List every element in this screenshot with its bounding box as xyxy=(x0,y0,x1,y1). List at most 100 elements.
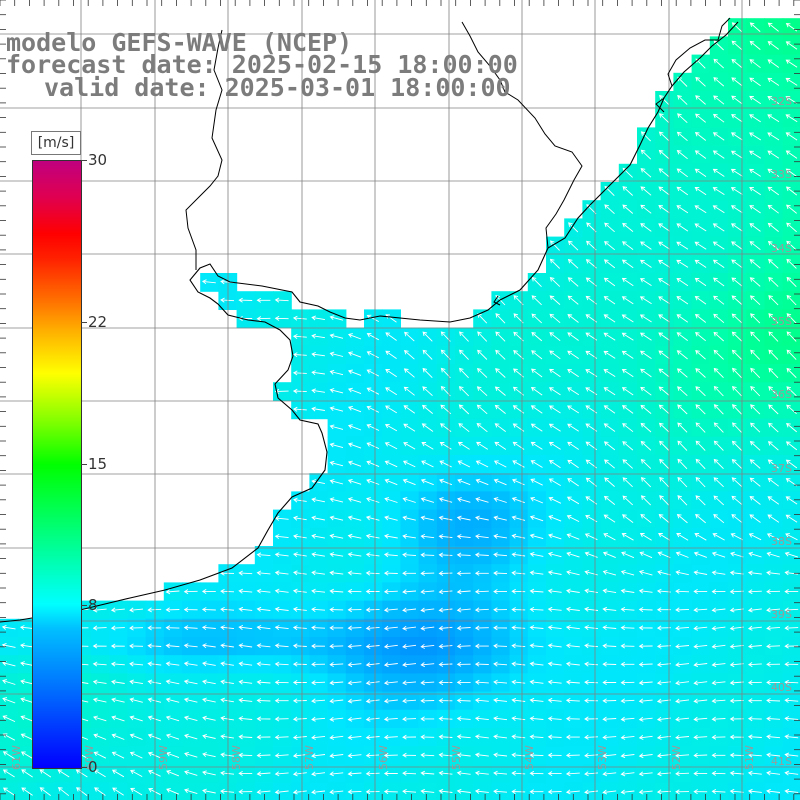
wind-arrow xyxy=(694,277,707,287)
colorbar-tick-label: 8 xyxy=(88,596,98,615)
wind-arrow xyxy=(1,624,16,630)
wind-cell xyxy=(782,72,800,92)
wind-arrow xyxy=(511,734,526,740)
wind-arrow xyxy=(329,369,344,376)
wind-arrow xyxy=(2,751,15,760)
wind-arrow xyxy=(548,496,562,504)
wind-arrow xyxy=(238,771,253,776)
wind-arrow xyxy=(731,514,743,524)
wind-arrow xyxy=(639,259,652,268)
wind-arrow xyxy=(474,625,489,631)
wind-arrow xyxy=(384,423,398,432)
wind-arrow xyxy=(549,350,561,360)
wind-arrow xyxy=(786,258,797,269)
wind-arrow xyxy=(640,514,652,524)
wind-arrow xyxy=(749,440,761,451)
latitude-label: 35S xyxy=(771,314,792,328)
wind-arrow xyxy=(547,716,562,722)
wind-arrow xyxy=(677,476,688,488)
wind-arrow xyxy=(493,515,507,521)
wind-arrow xyxy=(620,698,635,704)
wind-arrow xyxy=(274,771,289,777)
wind-arrow xyxy=(529,515,544,522)
wind-arrow xyxy=(750,385,761,397)
wind-arrow xyxy=(731,241,743,250)
wind-arrow xyxy=(311,515,325,521)
wind-cell xyxy=(782,455,800,474)
wind-arrow xyxy=(622,459,634,469)
wind-arrow xyxy=(749,95,761,105)
wind-arrow xyxy=(621,551,635,559)
wind-arrow xyxy=(477,349,488,360)
wind-arrow xyxy=(20,661,34,667)
wind-arrow xyxy=(329,680,344,686)
wind-arrow xyxy=(383,680,398,686)
wind-arrow xyxy=(640,477,652,488)
wind-arrow xyxy=(238,789,253,795)
wind-arrow xyxy=(129,607,144,613)
wind-arrow xyxy=(1,661,16,667)
wind-arrow xyxy=(712,168,725,177)
wind-arrow xyxy=(768,386,779,397)
wind-arrow xyxy=(640,186,652,196)
wind-arrow xyxy=(202,733,216,739)
wind-arrow xyxy=(76,787,88,796)
wind-arrow xyxy=(329,607,344,613)
wind-arrow xyxy=(640,368,652,378)
wind-arrow xyxy=(456,625,471,631)
wind-arrow xyxy=(640,495,652,506)
wind-arrow xyxy=(529,588,544,594)
wind-arrow xyxy=(438,680,453,686)
wind-arrow xyxy=(438,534,453,539)
wind-arrow xyxy=(292,661,307,667)
wind-arrow xyxy=(766,788,781,794)
wind-arrow xyxy=(750,349,761,360)
wind-arrow xyxy=(620,771,635,777)
wind-arrow xyxy=(422,386,433,397)
wind-arrow xyxy=(130,787,143,796)
wind-arrow xyxy=(92,643,107,649)
wind-arrow xyxy=(749,477,761,487)
wind-arrow xyxy=(238,624,253,630)
wind-arrow xyxy=(165,751,180,759)
wind-arrow xyxy=(92,661,107,667)
wind-arrow xyxy=(658,513,670,524)
wind-arrow xyxy=(747,788,762,794)
wind-arrow xyxy=(602,569,617,576)
wind-arrow xyxy=(566,533,580,540)
wind-arrow xyxy=(220,788,235,794)
wind-arrow xyxy=(420,752,435,758)
wind-arrow xyxy=(110,625,125,631)
wind-arrow xyxy=(383,662,398,668)
wind-arrow xyxy=(365,589,380,594)
wind-arrow xyxy=(201,279,216,285)
wind-arrow xyxy=(640,149,652,160)
wind-arrow xyxy=(311,588,326,594)
wind-arrow xyxy=(749,223,761,232)
wind-arrow xyxy=(712,241,725,250)
wind-arrow xyxy=(329,753,344,759)
wind-arrow xyxy=(420,589,435,595)
wind-arrow xyxy=(784,551,799,558)
wind-arrow xyxy=(511,697,526,703)
wind-arrow xyxy=(784,752,799,758)
wind-arrow xyxy=(439,478,453,486)
wind-arrow xyxy=(165,607,180,613)
wind-arrow xyxy=(385,387,398,396)
wind-arrow xyxy=(274,625,289,630)
wind-arrow xyxy=(511,515,526,521)
wind-arrow xyxy=(256,716,271,722)
wind-arrow xyxy=(92,625,107,631)
wind-arrow xyxy=(713,367,724,379)
wind-arrow xyxy=(366,387,380,395)
wind-arrow xyxy=(183,679,198,685)
longitude-label: 55W xyxy=(449,745,463,770)
wind-arrow xyxy=(676,278,689,287)
wind-arrow xyxy=(675,753,690,759)
wind-arrow xyxy=(676,332,688,341)
wind-arrow xyxy=(549,368,561,378)
wind-arrow xyxy=(621,296,634,305)
wind-arrow xyxy=(403,386,415,396)
wind-arrow xyxy=(166,769,180,777)
wind-arrow xyxy=(657,551,671,559)
